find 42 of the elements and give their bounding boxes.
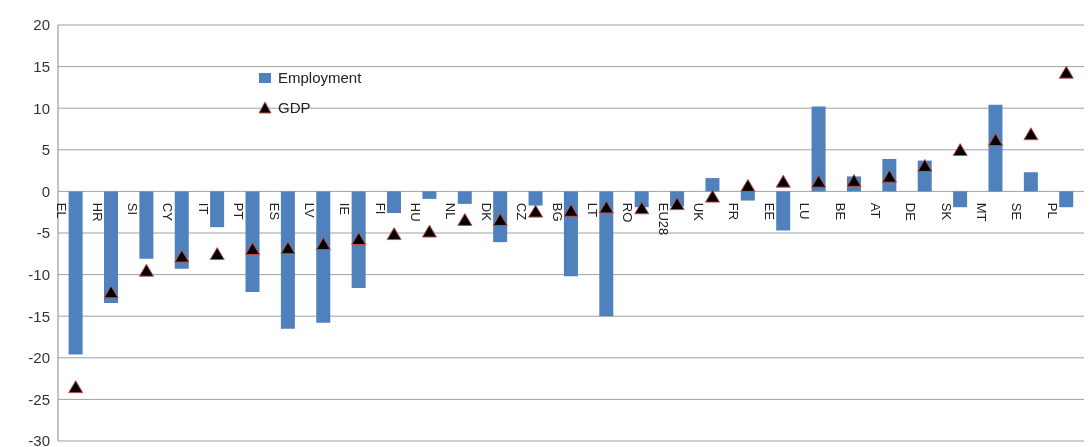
x-tick-label: SE: [1009, 202, 1025, 221]
x-tick-label: BE: [832, 202, 848, 221]
x-tick-label: EE: [761, 202, 777, 221]
x-tick-label: EL: [54, 202, 70, 219]
x-tick-label: ES: [266, 202, 282, 221]
x-tick-label: PT: [231, 202, 247, 220]
y-tick-label: 0: [41, 182, 50, 200]
y-tick-label: -15: [28, 307, 50, 325]
x-tick-label: HR: [89, 202, 105, 222]
x-tick-label: DK: [478, 202, 494, 222]
x-tick-label: EU28: [655, 202, 671, 236]
y-tick-label: 10: [33, 99, 50, 117]
legend-label: GDP: [278, 98, 311, 118]
x-tick-label: HU: [408, 202, 424, 222]
y-tick-label: -25: [28, 390, 50, 408]
y-tick-label: -10: [28, 265, 50, 283]
x-tick-label: LT: [584, 202, 600, 218]
x-tick-label: CZ: [514, 202, 530, 221]
x-tick-label: PL: [1044, 202, 1060, 219]
x-tick-label: SI: [125, 202, 141, 216]
y-tick-label: 20: [33, 16, 50, 34]
x-tick-label: AT: [867, 202, 883, 219]
x-tick-label: MT: [974, 202, 990, 222]
y-tick-label: -30: [28, 432, 50, 447]
y-tick-label: -5: [36, 224, 50, 242]
x-tick-label: SK: [938, 202, 954, 221]
y-tick-label: 5: [41, 141, 50, 159]
x-tick-label: LU: [797, 202, 813, 220]
y-tick-label: -20: [28, 349, 50, 367]
x-tick-label: NL: [443, 202, 459, 220]
x-tick-label: CY: [160, 202, 176, 222]
x-tick-label: DE: [903, 202, 919, 222]
x-tick-label: FR: [726, 202, 742, 221]
x-tick-label: LV: [301, 202, 317, 219]
x-tick-label: UK: [691, 202, 707, 222]
y-tick-label: 15: [33, 57, 50, 75]
x-tick-label: IT: [195, 202, 211, 215]
x-tick-label: BG: [549, 202, 565, 222]
x-tick-label: FI: [372, 202, 388, 215]
legend-label: Employment: [278, 68, 362, 88]
x-tick-label: IE: [337, 202, 353, 216]
x-tick-label: RO: [620, 202, 636, 223]
